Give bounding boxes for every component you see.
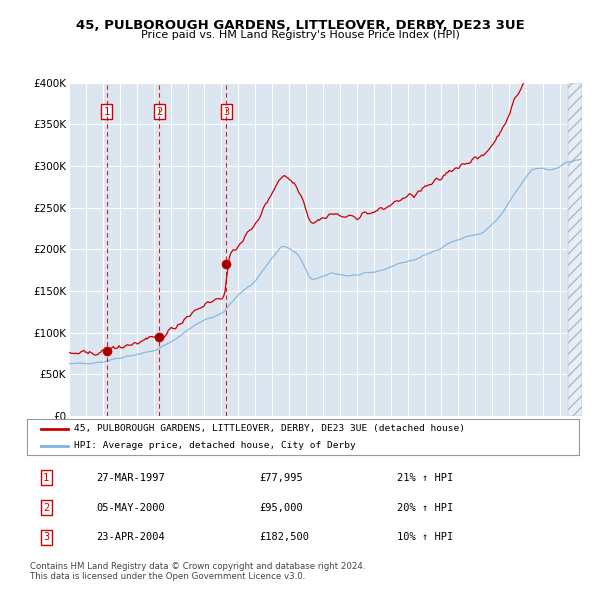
- Text: HPI: Average price, detached house, City of Derby: HPI: Average price, detached house, City…: [74, 441, 356, 450]
- Text: 27-MAR-1997: 27-MAR-1997: [96, 473, 165, 483]
- Text: 05-MAY-2000: 05-MAY-2000: [96, 503, 165, 513]
- Text: 1: 1: [43, 473, 49, 483]
- Text: This data is licensed under the Open Government Licence v3.0.: This data is licensed under the Open Gov…: [30, 572, 305, 581]
- Text: Price paid vs. HM Land Registry's House Price Index (HPI): Price paid vs. HM Land Registry's House …: [140, 30, 460, 40]
- Text: 3: 3: [43, 532, 49, 542]
- Text: 1: 1: [104, 107, 110, 117]
- Text: £182,500: £182,500: [259, 532, 309, 542]
- Polygon shape: [568, 83, 582, 416]
- Text: 3: 3: [223, 107, 230, 117]
- Text: £95,000: £95,000: [259, 503, 302, 513]
- Text: 45, PULBOROUGH GARDENS, LITTLEOVER, DERBY, DE23 3UE: 45, PULBOROUGH GARDENS, LITTLEOVER, DERB…: [76, 19, 524, 32]
- Text: 2: 2: [43, 503, 49, 513]
- Text: 45, PULBOROUGH GARDENS, LITTLEOVER, DERBY, DE23 3UE (detached house): 45, PULBOROUGH GARDENS, LITTLEOVER, DERB…: [74, 424, 465, 433]
- Text: 23-APR-2004: 23-APR-2004: [96, 532, 165, 542]
- Text: 2: 2: [156, 107, 163, 117]
- Text: 20% ↑ HPI: 20% ↑ HPI: [397, 503, 453, 513]
- Text: Contains HM Land Registry data © Crown copyright and database right 2024.: Contains HM Land Registry data © Crown c…: [30, 562, 365, 571]
- Text: 21% ↑ HPI: 21% ↑ HPI: [397, 473, 453, 483]
- Text: 10% ↑ HPI: 10% ↑ HPI: [397, 532, 453, 542]
- Text: £77,995: £77,995: [259, 473, 302, 483]
